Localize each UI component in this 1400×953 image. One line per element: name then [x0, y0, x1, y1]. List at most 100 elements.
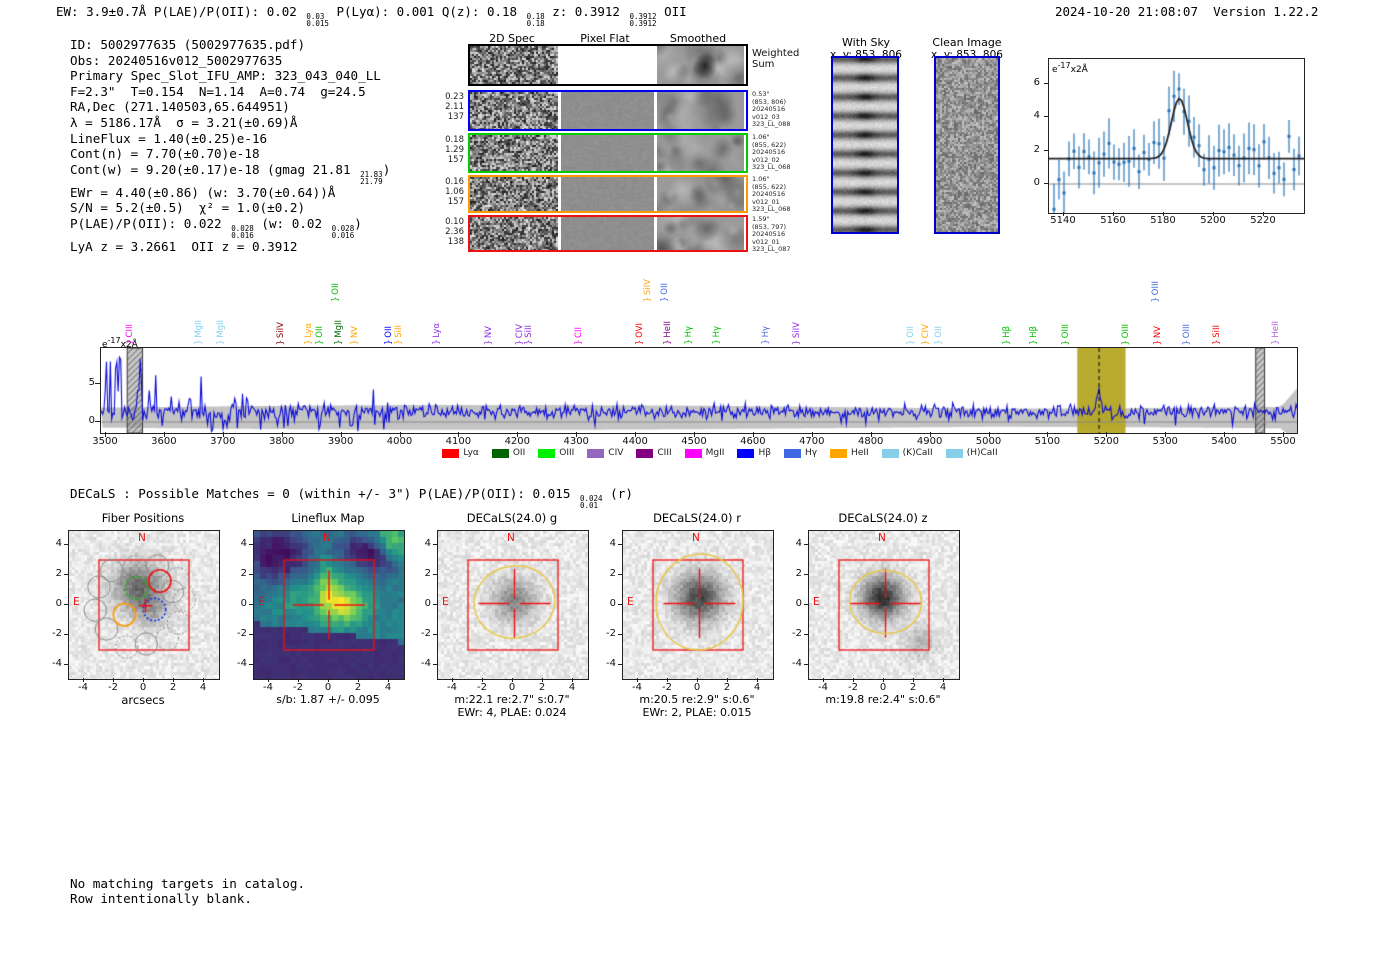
- fullspec-xtick: 5100: [1034, 436, 1061, 447]
- axis-tickmark: [667, 678, 668, 682]
- axis-tickmark: [1047, 432, 1049, 437]
- compass-n-0: N: [138, 532, 146, 544]
- cutout-title-2: DECaLS(24.0) g: [466, 511, 558, 525]
- axis-tickmark: [929, 432, 931, 437]
- cutout-ytick: -4: [606, 658, 616, 669]
- line-marker-SiII: } SiII: [524, 325, 535, 345]
- fullspec-xtick: 4200: [504, 436, 531, 447]
- footer-line-1: No matching targets in catalog.: [70, 876, 306, 891]
- legend-item: Hβ: [737, 448, 771, 458]
- cutout-ytick: 2: [240, 568, 247, 579]
- legend-label: Lyα: [463, 448, 479, 458]
- fullspec-xtick: 4300: [563, 436, 589, 447]
- axis-tickmark: [1163, 212, 1164, 216]
- legend-label: OII: [512, 448, 526, 458]
- fullspec-xtick: 4900: [916, 436, 943, 447]
- clean-title: Clean Image: [932, 36, 1002, 49]
- compass-n-2: N: [507, 532, 515, 544]
- spec2d-row-left-labels: 0.16 1.06 157: [445, 177, 464, 207]
- legend-item: CIV: [587, 448, 623, 458]
- spec2d-image-r3c0: [470, 177, 558, 211]
- compass-n-3: N: [692, 532, 700, 544]
- axis-tickmark: [249, 664, 253, 665]
- axis-tickmark: [1224, 432, 1226, 437]
- axis-tickmark: [328, 678, 329, 682]
- fullspec-xtick: 5400: [1211, 436, 1237, 447]
- axis-tickmark: [1263, 212, 1264, 216]
- axis-tickmark: [853, 678, 854, 682]
- legend-item: Hγ: [783, 448, 817, 458]
- fullspec-ytick: 0: [88, 415, 95, 426]
- legend-item: OII: [491, 448, 526, 458]
- fullspec-xtick: 4600: [740, 436, 766, 447]
- line-marker-OIII: } OIII: [1182, 323, 1193, 345]
- line-marker-OVI: } OVI: [634, 323, 645, 345]
- cutout-title-4: DECaLS(24.0) z: [838, 511, 928, 525]
- cutout-ytick: -4: [792, 658, 802, 669]
- axis-tickmark: [433, 574, 437, 575]
- axis-tickmark: [281, 432, 283, 437]
- spec2d-col-header: 2D Spec: [489, 32, 535, 45]
- info-line-2: Primary Spec_Slot_IFU_AMP: 323_043_040_L…: [70, 68, 381, 84]
- axis-tickmark: [1165, 432, 1167, 437]
- fullspec-xtick: 4700: [799, 436, 825, 447]
- axis-tickmark: [913, 678, 914, 682]
- line-marker-HeII: } HeII: [662, 321, 673, 345]
- line-marker-NV: } NV: [1152, 325, 1163, 345]
- axis-tickmark: [542, 678, 543, 682]
- line-marker-OII: } OII: [659, 283, 670, 302]
- report-timestamp: 2024-10-20 21:08:07: [1055, 4, 1198, 19]
- legend-swatch-OII: [491, 448, 509, 458]
- legend-swatch-OIII: [538, 448, 556, 458]
- compass-n-4: N: [878, 532, 886, 544]
- compass-e-3: E: [627, 596, 634, 608]
- axis-tickmark: [1213, 212, 1214, 216]
- legend-swatch-(K)CaII: [881, 448, 899, 458]
- spec2d-image-r4c0: [470, 217, 558, 250]
- line-marker-MgII: } MgII: [334, 320, 344, 345]
- axis-tickmark: [1106, 432, 1108, 437]
- cutout-ytick: 4: [795, 538, 802, 549]
- zoomplot-ytick: 6: [1033, 76, 1040, 88]
- axis-tickmark: [249, 544, 253, 545]
- axis-tickmark: [1063, 212, 1064, 216]
- zoomplot-xtick: 5160: [1100, 215, 1126, 226]
- spec2d-image-r4c2: [657, 217, 744, 250]
- line-marker-NV: } NV: [349, 325, 360, 345]
- line-marker-CIV: } CIV: [920, 323, 931, 345]
- cutout-xtick: 4: [568, 682, 576, 693]
- fullspec-xtick: 5200: [1093, 436, 1120, 447]
- fullspec-canvas: [100, 347, 1298, 434]
- fullspec-xtick: 3600: [151, 436, 177, 447]
- axis-tickmark: [64, 604, 68, 605]
- clean-frame: [934, 56, 1000, 234]
- axis-tickmark: [883, 678, 884, 682]
- axis-tickmark: [823, 678, 824, 682]
- compass-e-1: E: [258, 596, 265, 608]
- axis-tickmark: [64, 664, 68, 665]
- legend-swatch-HeII: [830, 448, 848, 458]
- axis-tickmark: [399, 432, 401, 437]
- axis-tickmark: [105, 432, 106, 437]
- cutout-ytick: -2: [237, 628, 247, 639]
- axis-tickmark: [173, 678, 174, 682]
- fullspec-xtick: 4400: [622, 436, 648, 447]
- axis-tickmark: [618, 664, 622, 665]
- cutout-ytick: 0: [609, 598, 616, 609]
- cutout-caption-1: s/b: 1.87 +/- 0.095: [276, 693, 380, 706]
- axis-tickmark: [95, 421, 100, 422]
- legend-label: HeII: [851, 448, 869, 458]
- legend-label: CIV: [608, 448, 624, 458]
- zoomplot-canvas: [1048, 58, 1305, 214]
- line-marker-OII: } OII: [384, 326, 395, 345]
- axis-tickmark: [618, 604, 622, 605]
- cutout-xlabel-0: arcsecs: [121, 693, 165, 707]
- line-marker-OII: } OII: [933, 326, 944, 345]
- spec2d-row-right-labels: 1.06" (855, 622) 20240516 v012_02 323_LL_068: [752, 133, 791, 172]
- spec2d-image-r3c1: [561, 177, 654, 211]
- spec2d-image-r0c2: [657, 46, 744, 84]
- cutout-xtick: -2: [848, 682, 858, 693]
- cutout-xtick: 2: [723, 682, 731, 693]
- axis-tickmark: [697, 678, 698, 682]
